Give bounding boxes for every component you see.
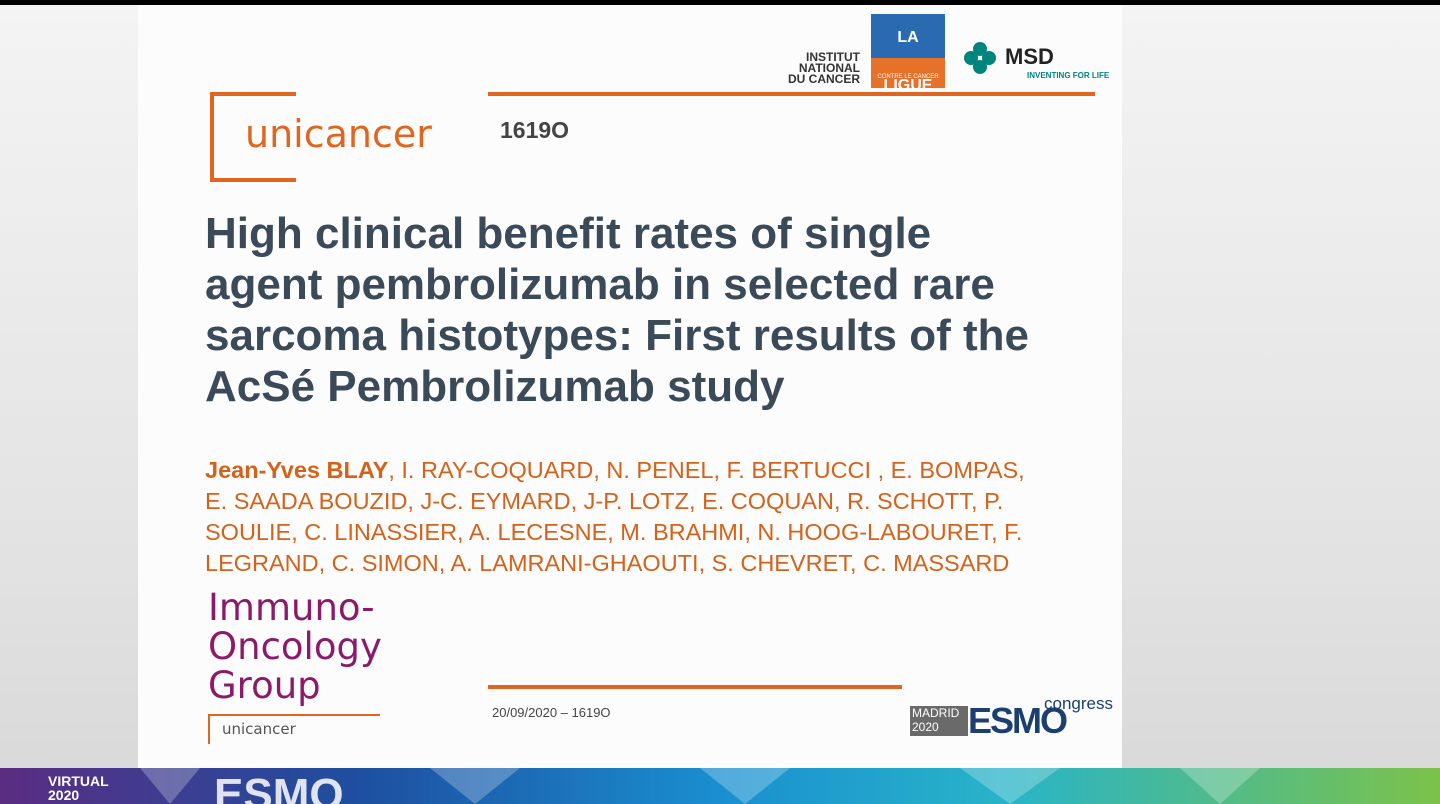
slide xyxy=(138,5,1122,768)
bottom-esmo: ESMO xyxy=(214,770,344,804)
ligue-name: LA LIGUE xyxy=(871,14,945,94)
title-line: agent pembrolizumab in selected rare xyxy=(205,260,995,309)
congress-city: MADRID 2020 xyxy=(910,706,968,736)
inca-line: INSTITUT xyxy=(806,50,860,64)
year: 2020 xyxy=(48,787,80,803)
msd-icon xyxy=(964,42,996,74)
title-line: AcSé Pembrolizumab study xyxy=(205,362,785,411)
author-line: SOULIE, C. LINASSIER, A. LECESNE, M. BRA… xyxy=(205,519,1023,545)
inca-line: NATIONAL xyxy=(798,61,860,75)
virtual-label: VIRTUAL 2020 xyxy=(48,774,109,802)
author-line: LEGRAND, C. SIMON, A. LAMRANI-GHAOUTI, S… xyxy=(205,550,1010,576)
rule xyxy=(208,714,380,716)
ligue-sub: CONTRE LE CANCER xyxy=(877,74,939,80)
rule xyxy=(208,716,210,744)
rule xyxy=(488,92,1095,96)
abstract-id: 1619O xyxy=(500,117,570,143)
group-line: Immuno- xyxy=(208,586,375,629)
virtual: VIRTUAL xyxy=(48,773,109,789)
bottom-bar: VIRTUAL 2020 ESMO xyxy=(0,768,1440,804)
inca-line: DU CANCER xyxy=(788,72,860,86)
unicancer-logo: unicancer xyxy=(245,112,432,156)
esmo-logo: ESMO xyxy=(968,700,1068,741)
title-line: sarcoma histotypes: First results of the xyxy=(205,311,1029,360)
title-line: High clinical benefit rates of single xyxy=(205,209,932,258)
title: High clinical benefit rates of single ag… xyxy=(205,208,1029,412)
inca-logo: INSTITUT NATIONAL DU CANCER xyxy=(788,50,860,86)
city: MADRID xyxy=(912,706,960,720)
authors: Jean-Yves BLAY, I. RAY-COQUARD, N. PENEL… xyxy=(205,455,1025,579)
msd-name: MSD xyxy=(1005,44,1054,69)
top-bar xyxy=(0,0,1440,5)
ligue-logo: LA LIGUE CONTRE LE CANCER xyxy=(871,14,945,94)
group-line: Oncology xyxy=(208,625,382,668)
msd-tagline: INVENTING FOR LIFE xyxy=(1027,71,1110,80)
first-author: Jean-Yves BLAY xyxy=(205,457,389,483)
chevrons xyxy=(140,768,1260,804)
unicancer-bracket xyxy=(210,92,296,182)
group-logo: Immuno- Oncology Group xyxy=(208,588,382,705)
year: 2020 xyxy=(912,720,939,734)
group-unicancer: unicancer xyxy=(222,720,296,738)
footer-date: 20/09/2020 – 1619O xyxy=(492,705,611,720)
group-line: Group xyxy=(208,664,321,707)
author-line: , I. RAY-COQUARD, N. PENEL, F. BERTUCCI … xyxy=(388,457,1025,483)
rule xyxy=(488,685,902,689)
author-line: E. SAADA BOUZID, J-C. EYMARD, J-P. LOTZ,… xyxy=(205,488,1004,514)
congress-suffix: congress xyxy=(1044,694,1113,713)
